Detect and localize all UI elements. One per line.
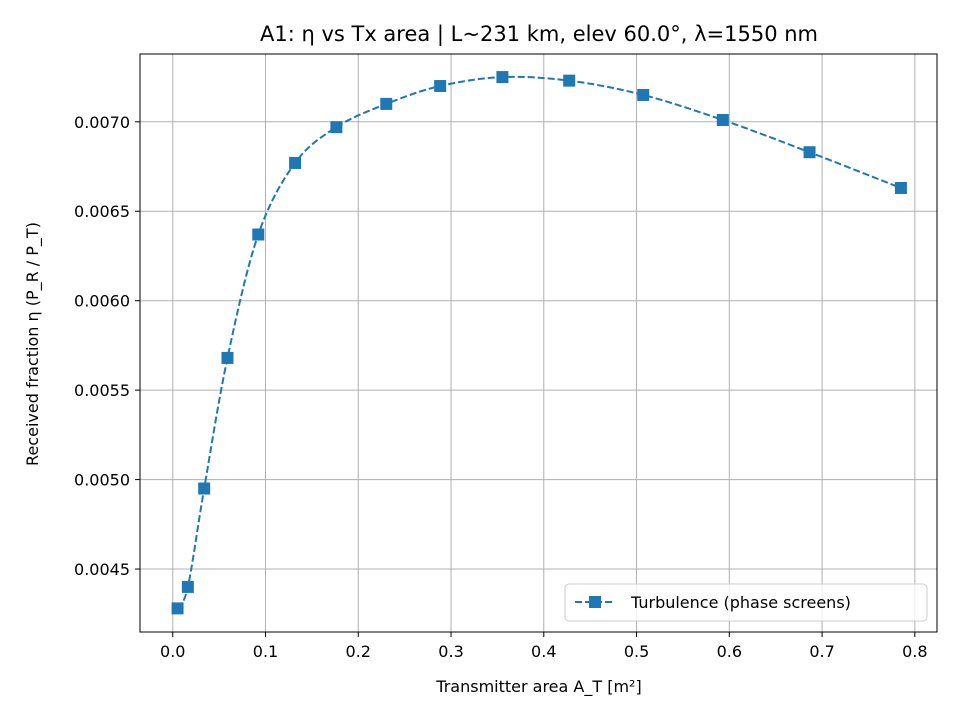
legend: Turbulence (phase screens) [564, 583, 928, 622]
x-tick-label: 0.2 [346, 642, 371, 661]
data-point-marker [380, 97, 393, 110]
x-tick-label: 0.8 [902, 642, 927, 661]
chart-title: A1: η vs Tx area | L~231 km, elev 60.0°,… [260, 22, 818, 47]
series-line [176, 75, 902, 609]
data-point-marker [289, 156, 302, 169]
data-point-marker [716, 114, 729, 127]
x-tick-label: 0.4 [531, 642, 556, 661]
data-point-marker [221, 351, 234, 364]
x-axis-title: Transmitter area A_T [m²] [435, 677, 641, 697]
data-point-marker [434, 80, 447, 93]
series-layer [171, 71, 907, 615]
axis-ticks: 0.0 0.1 0.2 0.3 0.4 0.5 0.6 0.7 0.8 0.0045 0.0050 0… [74, 113, 928, 661]
data-point-marker [637, 88, 650, 101]
data-point-marker [894, 181, 907, 194]
x-tick-label: 0.5 [624, 642, 649, 661]
data-point-marker [198, 482, 211, 495]
legend-box [564, 583, 928, 622]
legend-marker-square [589, 596, 601, 608]
x-tick-label: 0.7 [809, 642, 834, 661]
y-tick-label: 0.0070 [74, 113, 130, 132]
data-point-marker [330, 121, 343, 134]
data-point-marker [252, 228, 265, 241]
data-point-marker [181, 580, 194, 593]
y-axis-title: Received fraction η (P_R / P_T) [23, 222, 43, 466]
x-tick-label: 0.6 [717, 642, 742, 661]
data-point-marker [563, 74, 576, 87]
data-point-marker [171, 602, 184, 615]
y-tick-label: 0.0055 [74, 381, 130, 400]
legend-label: Turbulence (phase screens) [630, 593, 851, 612]
y-tick-label: 0.0050 [74, 471, 130, 490]
grid-lines [140, 54, 937, 632]
data-point-marker [496, 71, 509, 84]
x-tick-label: 0.1 [253, 642, 278, 661]
y-tick-label: 0.0045 [74, 560, 130, 579]
y-tick-label: 0.0065 [74, 202, 130, 221]
y-tick-label: 0.0060 [74, 292, 130, 311]
x-tick-label: 0.3 [438, 642, 463, 661]
plot-frame [139, 53, 938, 633]
x-tick-label: 0.0 [160, 642, 185, 661]
data-point-marker [803, 146, 816, 159]
